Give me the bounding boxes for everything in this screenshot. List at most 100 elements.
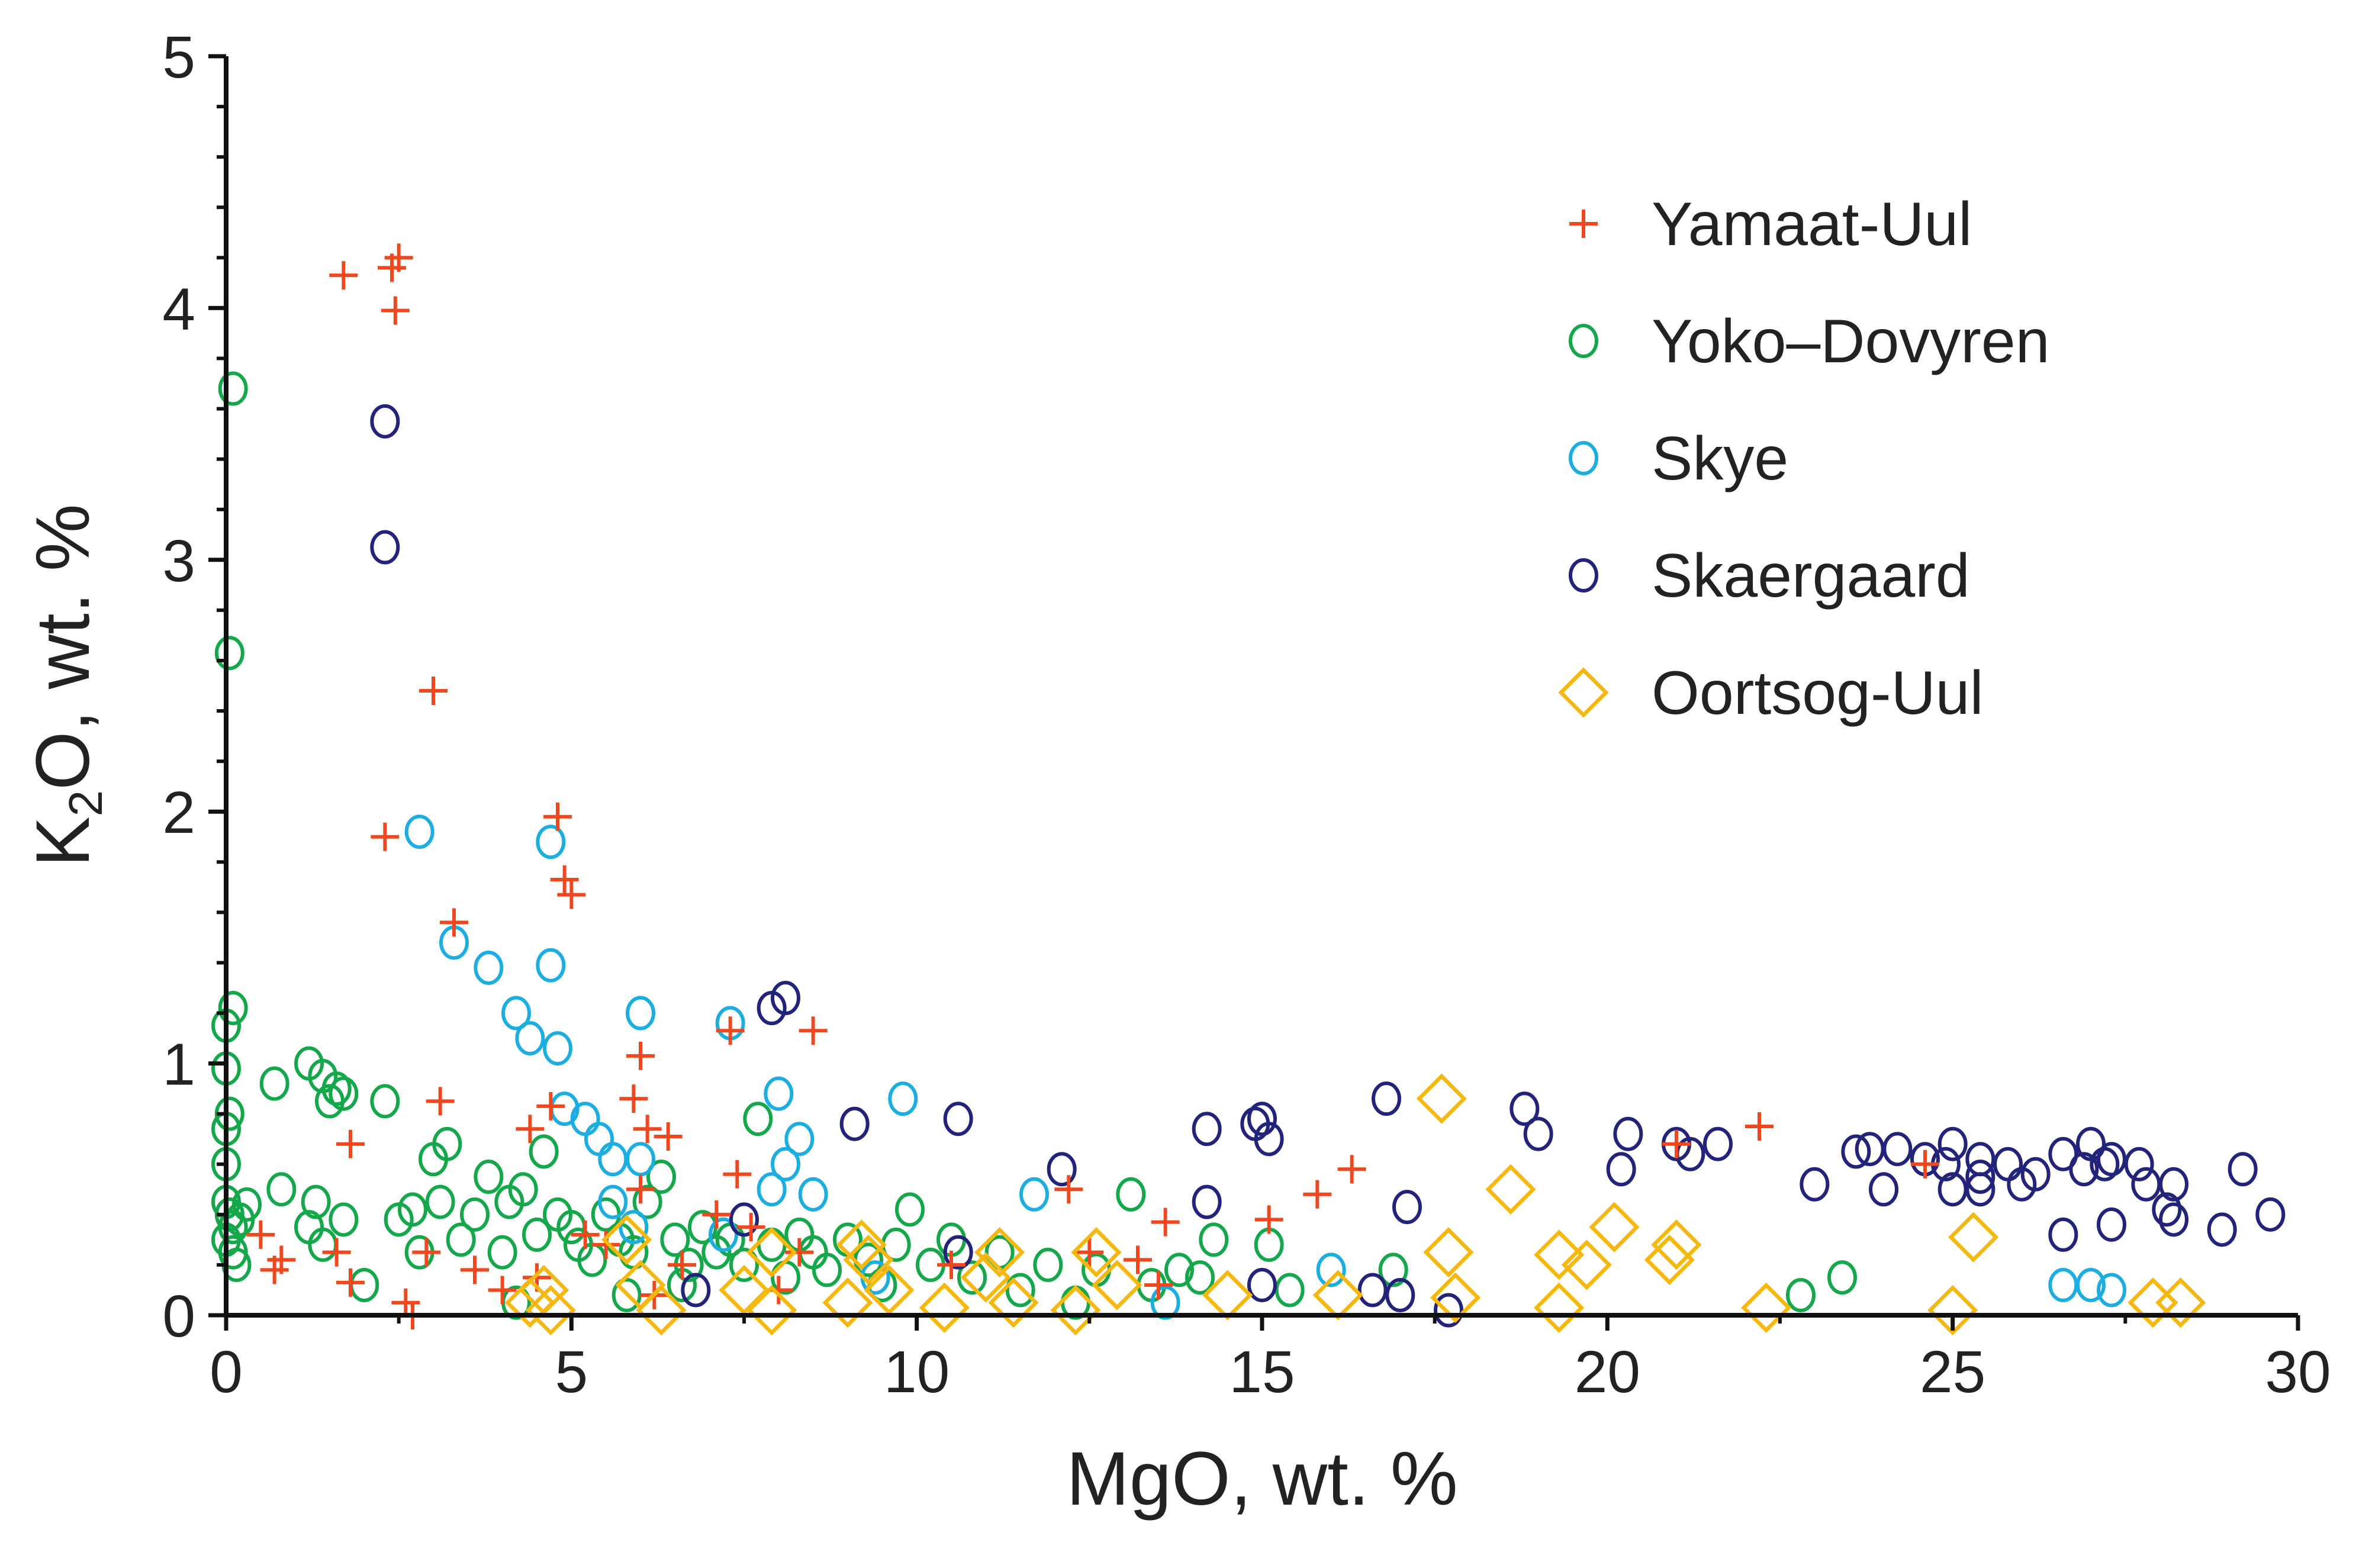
data-point [218, 371, 248, 406]
data-point [1357, 1273, 1388, 1308]
legend-label: Skaergaard [1652, 542, 1970, 610]
data-point [1416, 1073, 1467, 1124]
data-point [1254, 1205, 1283, 1234]
data-point [598, 1184, 628, 1219]
data-point [974, 1227, 1025, 1278]
data-point [381, 296, 410, 325]
data-point [329, 1076, 359, 1111]
data-point [301, 1184, 331, 1219]
data-point [1337, 1155, 1366, 1184]
legend-item: Oortsog-Uul [1558, 659, 1984, 727]
data-point [2097, 1273, 2126, 1308]
data-point [1071, 1227, 1122, 1278]
data-point [1050, 1284, 1101, 1336]
y-axis-title: K2O, wt. % [21, 504, 112, 867]
data-point [1965, 1160, 1995, 1194]
data-point [1869, 1172, 1898, 1207]
data-point [487, 1235, 517, 1270]
data-point [2020, 1157, 2051, 1192]
data-point [771, 1147, 800, 1181]
data-point [919, 1282, 970, 1333]
data-point [267, 1245, 296, 1274]
data-point [391, 1288, 420, 1317]
data-point [2159, 1167, 2188, 1202]
data-point [501, 996, 531, 1031]
data-point [2207, 1212, 2237, 1247]
data-point [1199, 1222, 1229, 1257]
data-point [321, 1071, 352, 1106]
legend-item: Skye [1569, 424, 1788, 493]
data-point [404, 814, 434, 849]
data-point [2152, 1192, 2182, 1227]
data-point [615, 1260, 666, 1311]
data-point [626, 1142, 655, 1177]
data-point [716, 1016, 745, 1045]
data-point [799, 1016, 828, 1045]
data-point [1372, 1081, 1401, 1116]
data-point [1254, 1227, 1284, 1262]
legend-item: Yoko–Dovyren [1569, 307, 2050, 376]
data-point [2069, 1152, 2099, 1187]
data-point [1434, 1293, 1463, 1328]
legend: Yamaat-Uul Yoko–Dovyren Skye Skaergaard Oort… [1558, 190, 2050, 727]
data-point [895, 1192, 925, 1227]
data-point [843, 1234, 894, 1286]
data-point [1509, 1092, 1540, 1126]
data-point [432, 1126, 462, 1161]
data-point [2124, 1147, 2154, 1181]
y-axis-title-rest: O, wt. % [21, 504, 105, 790]
data-point [746, 1227, 797, 1278]
data-point [1151, 1208, 1180, 1237]
data-point [785, 1238, 814, 1267]
data-point [2048, 1217, 2078, 1252]
data-point [757, 1172, 787, 1207]
data-point [1164, 1253, 1194, 1287]
data-point [412, 1238, 441, 1267]
data-point [329, 1202, 359, 1237]
data-point [349, 1267, 379, 1302]
data-point [1378, 1253, 1408, 1287]
data-point [839, 1106, 870, 1141]
y-tick-label: 5 [162, 24, 195, 91]
data-point [584, 1122, 614, 1157]
y-axis-title-subscript: 2 [59, 790, 112, 817]
legend-label: Yoko–Dovyren [1652, 307, 2050, 376]
data-point [798, 1177, 828, 1212]
y-tick-label: 0 [162, 1283, 195, 1350]
x-tick-label: 5 [555, 1339, 588, 1405]
series-skaergaard [370, 404, 2286, 1328]
legend-label: Oortsog-Uul [1652, 659, 1984, 727]
data-point [460, 1197, 490, 1232]
data-point [1047, 1152, 1077, 1187]
legend-item: Skaergaard [1569, 542, 1970, 610]
data-point [474, 950, 504, 985]
data-point [598, 1142, 628, 1177]
data-point [1965, 1172, 1995, 1207]
data-point [654, 1122, 683, 1151]
data-point [668, 1250, 696, 1279]
data-point [1948, 1212, 1999, 1263]
data-point [1033, 1247, 1063, 1282]
data-point [218, 991, 248, 1026]
data-point [1430, 1272, 1481, 1323]
data-point [960, 1252, 1011, 1303]
data-point [370, 1084, 400, 1119]
data-point [384, 243, 413, 272]
x-ticks: 0 5 10 15 20 25 30 [210, 1315, 2331, 1405]
data-point [1662, 1129, 1691, 1158]
data-point [709, 1217, 738, 1252]
data-point [2128, 1277, 2178, 1328]
data-point [1124, 1245, 1152, 1274]
data-point [336, 1129, 365, 1158]
data-point [543, 1031, 572, 1066]
data-point [1523, 1116, 1553, 1151]
legend-marker [1569, 210, 1598, 238]
data-point [729, 1247, 759, 1282]
data-point [611, 1277, 642, 1312]
data-point [757, 991, 787, 1026]
data-point [329, 261, 358, 290]
data-point [1185, 1260, 1215, 1295]
data-point [626, 1041, 655, 1070]
data-point [632, 1184, 662, 1219]
